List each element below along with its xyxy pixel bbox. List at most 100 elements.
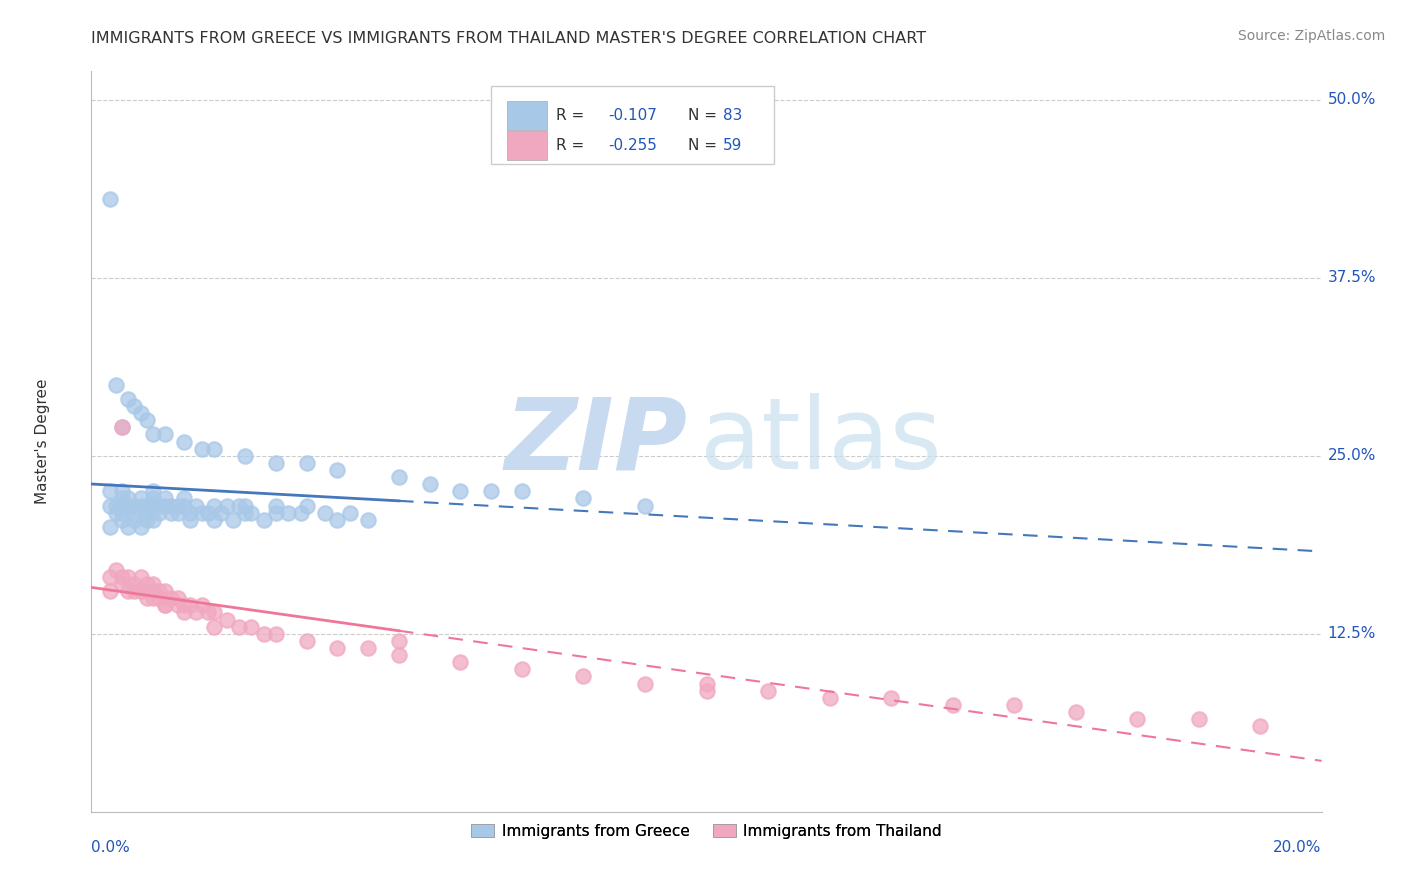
Point xyxy=(215,499,238,513)
Point xyxy=(105,499,127,513)
Point xyxy=(166,591,188,606)
Point xyxy=(240,506,263,520)
Point xyxy=(129,520,152,534)
Point xyxy=(129,499,152,513)
Text: N =: N = xyxy=(688,138,717,153)
Point xyxy=(105,377,127,392)
Point xyxy=(942,698,965,712)
Point xyxy=(117,520,139,534)
Point xyxy=(228,619,250,633)
Point xyxy=(233,449,256,463)
Point xyxy=(388,648,411,662)
Point xyxy=(202,442,225,456)
Point xyxy=(173,606,195,620)
Point xyxy=(191,599,214,613)
Point xyxy=(222,513,245,527)
Point xyxy=(696,676,718,690)
Text: 25.0%: 25.0% xyxy=(1327,449,1376,463)
Text: 12.5%: 12.5% xyxy=(1327,626,1376,641)
Point xyxy=(202,619,225,633)
Point xyxy=(98,193,121,207)
Point xyxy=(153,599,177,613)
Point xyxy=(142,584,165,599)
Text: Master's Degree: Master's Degree xyxy=(35,379,49,504)
Point xyxy=(264,456,287,470)
Point xyxy=(264,499,287,513)
FancyBboxPatch shape xyxy=(508,131,547,160)
Point xyxy=(326,463,349,477)
Point xyxy=(179,513,201,527)
Point xyxy=(117,584,139,599)
Point xyxy=(124,506,146,520)
Point xyxy=(191,442,214,456)
Point xyxy=(135,513,157,527)
Point xyxy=(105,506,127,520)
Point xyxy=(153,491,177,506)
Point xyxy=(634,499,657,513)
Point xyxy=(173,491,195,506)
Point xyxy=(634,676,657,690)
Point xyxy=(357,640,380,655)
Point xyxy=(135,577,157,591)
Point xyxy=(818,690,841,705)
Point xyxy=(160,591,183,606)
Point xyxy=(449,655,471,669)
Point xyxy=(197,606,219,620)
Point xyxy=(880,690,903,705)
Text: R =: R = xyxy=(557,108,585,123)
Point xyxy=(111,513,134,527)
Point xyxy=(166,506,188,520)
Point xyxy=(756,683,779,698)
Point xyxy=(117,570,139,584)
Point xyxy=(240,619,263,633)
Point xyxy=(98,484,121,499)
Point xyxy=(111,420,134,434)
Point xyxy=(202,606,225,620)
Point xyxy=(111,499,134,513)
Point xyxy=(357,513,380,527)
Point xyxy=(173,499,195,513)
Point xyxy=(124,584,146,599)
Point xyxy=(166,599,188,613)
Point xyxy=(326,513,349,527)
Point xyxy=(264,506,287,520)
Text: Source: ZipAtlas.com: Source: ZipAtlas.com xyxy=(1237,29,1385,43)
Point xyxy=(111,570,134,584)
Point xyxy=(449,484,471,499)
Point xyxy=(117,499,139,513)
Point xyxy=(98,584,121,599)
Point xyxy=(202,513,225,527)
Point xyxy=(111,506,134,520)
Point xyxy=(129,584,152,599)
Point xyxy=(124,577,146,591)
Point xyxy=(388,470,411,484)
Point xyxy=(153,427,177,442)
Point xyxy=(233,499,256,513)
Text: -0.107: -0.107 xyxy=(607,108,657,123)
Point xyxy=(253,626,276,640)
Point xyxy=(173,599,195,613)
Point xyxy=(295,499,318,513)
Point xyxy=(264,626,287,640)
Point xyxy=(111,484,134,499)
Point xyxy=(142,499,165,513)
Point xyxy=(153,499,177,513)
Point xyxy=(129,570,152,584)
Point xyxy=(1126,712,1149,726)
Point xyxy=(142,513,165,527)
Point xyxy=(98,570,121,584)
Point xyxy=(572,491,595,506)
Point xyxy=(129,584,152,599)
Point xyxy=(339,506,361,520)
FancyBboxPatch shape xyxy=(491,87,775,164)
Text: 59: 59 xyxy=(723,138,742,153)
Point xyxy=(148,584,170,599)
Point xyxy=(1249,719,1271,733)
Point xyxy=(135,506,157,520)
Point xyxy=(111,491,134,506)
Point xyxy=(290,506,312,520)
Point xyxy=(98,499,121,513)
Text: -0.255: -0.255 xyxy=(607,138,657,153)
Point xyxy=(179,599,201,613)
Point xyxy=(191,506,214,520)
